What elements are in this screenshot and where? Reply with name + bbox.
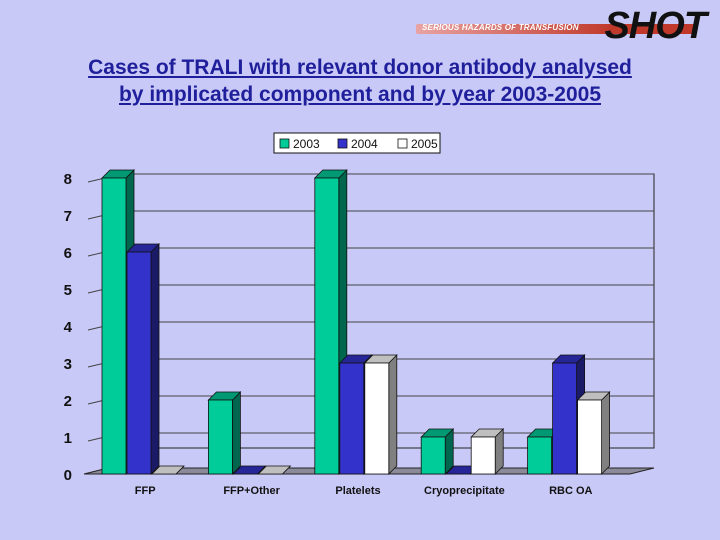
logo-bar — [416, 24, 696, 34]
bar-top — [151, 465, 185, 475]
bar-top — [257, 465, 292, 475]
legend-swatch-2005 — [397, 138, 408, 149]
x-tick-label: FFP — [135, 485, 156, 497]
y-tick-label: 0 — [64, 467, 72, 484]
chart-title-line-1: Cases of TRALI with relevant donor antib… — [88, 56, 632, 79]
bar-2004-FFP+Other — [232, 465, 267, 475]
bar-front — [420, 436, 446, 475]
bar-front — [207, 399, 233, 475]
bar-front — [552, 362, 577, 475]
x-tick-label: Cryoprecipitate — [424, 485, 505, 497]
bar-side — [231, 391, 241, 475]
bar-front — [364, 362, 390, 475]
chart-title-line-2: by implicated component and by year 2003… — [118, 83, 601, 106]
bar-2005-RBC OA — [576, 391, 611, 475]
bar-side — [601, 391, 610, 475]
bar-front — [126, 251, 152, 475]
y-tick-label: 5 — [64, 282, 72, 299]
y-tick-label: 4 — [64, 319, 73, 336]
bar-side — [150, 243, 160, 475]
bar-front — [314, 177, 340, 475]
y-tick-label: 2 — [64, 393, 72, 410]
bar-2004-FFP — [126, 243, 160, 475]
legend-swatch-2003 — [279, 138, 290, 149]
bar-2005-Cryoprecipitate — [470, 428, 505, 475]
x-tick-label: Platelets — [335, 485, 380, 497]
legend-label-2004: 2004 — [351, 137, 378, 151]
bar-2005-FFP — [151, 465, 185, 475]
bar-2003-FFP+Other — [207, 391, 242, 475]
bar-front — [577, 399, 602, 475]
chart-title: Cases of TRALI with relevant donor antib… — [0, 54, 720, 108]
bar-2003-Cryoprecipitate — [420, 428, 455, 475]
shot-logo: SERIOUS HAZARDS OF TRANSFUSION SHOT — [416, 5, 707, 47]
legend-label-2003: 2003 — [293, 137, 320, 151]
y-tick-label: 1 — [64, 430, 72, 447]
bar-2005-FFP+Other — [257, 465, 292, 475]
x-tick-label: FFP+Other — [223, 485, 280, 497]
bar-front — [339, 362, 365, 475]
y-tick-label: 7 — [64, 208, 72, 225]
y-tick-label: 3 — [64, 356, 72, 373]
y-tick-label: 8 — [64, 171, 72, 188]
bar-front — [470, 436, 496, 475]
bar-front — [527, 436, 552, 475]
legend-swatch-2004 — [337, 138, 348, 149]
x-tick-label: RBC OA — [549, 485, 592, 497]
y-tick-label: 6 — [64, 245, 72, 262]
logo-wordmark: SHOT — [604, 5, 707, 47]
bar-2005-Platelets — [363, 354, 398, 475]
bar-top — [232, 465, 267, 475]
bar-front — [101, 177, 127, 475]
bar-side — [388, 354, 398, 475]
logo-subtitle: SERIOUS HAZARDS OF TRANSFUSION — [422, 23, 579, 32]
legend-label-2005: 2005 — [411, 137, 438, 151]
